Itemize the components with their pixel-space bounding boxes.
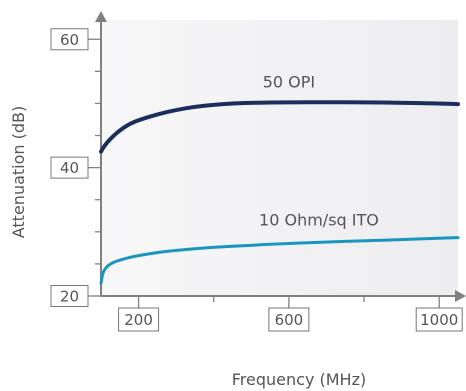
x-axis-label: Frequency (MHz) (232, 370, 366, 389)
labels-layer: 50 OPI 10 Ohm/sq ITO (259, 72, 379, 229)
ticks: 20 40 60 200 600 1000 (50, 28, 463, 332)
x-tick-box (415, 307, 463, 332)
series-label-ito: 10 Ohm/sq ITO (259, 210, 379, 229)
axes (95, 11, 466, 302)
series-line-ito (99, 236, 460, 285)
x-tick-box (268, 307, 310, 332)
series-line-50-opi (99, 100, 460, 154)
series-layer (99, 100, 460, 285)
series-label-50-opi: 50 OPI (263, 72, 315, 91)
plot-background (101, 20, 458, 296)
x-tick-label: 1000 (420, 311, 458, 329)
y-tick-label: 20 (60, 288, 79, 306)
x-tick-label: 600 (275, 311, 304, 329)
x-tick-label: 200 (124, 311, 153, 329)
y-axis-arrow (95, 11, 107, 22)
y-tick-label: 60 (60, 31, 79, 49)
y-axis-label: Attenuation (dB) (9, 106, 28, 239)
y-tick-label: 40 (60, 159, 79, 177)
x-axis-arrow (455, 290, 466, 302)
x-tick-box (118, 307, 160, 332)
